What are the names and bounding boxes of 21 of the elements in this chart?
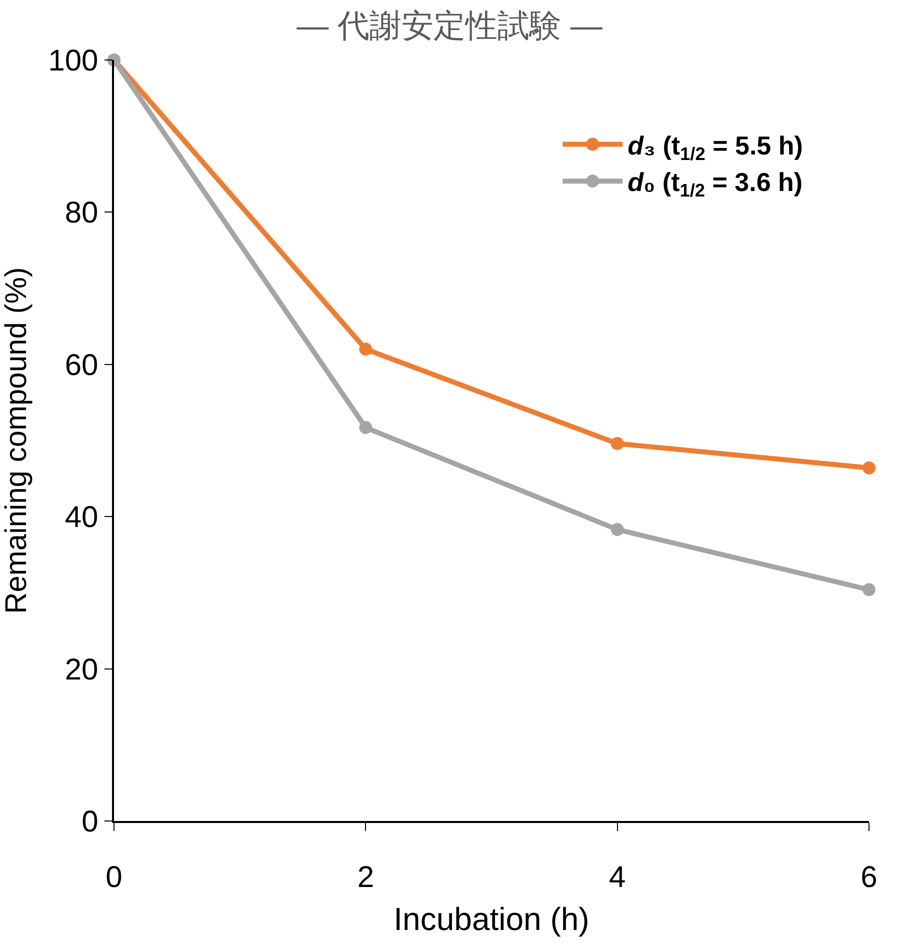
x-tick-label: 4 <box>608 860 626 894</box>
y-axis-title: Remaining compound (%) <box>0 267 33 614</box>
y-tick-label: 0 <box>82 806 98 838</box>
x-axis-title: Incubation (h) <box>394 901 590 938</box>
y-tick-label: 20 <box>64 653 98 686</box>
y-tick-label: 60 <box>64 348 98 382</box>
point <box>862 583 876 596</box>
chart-title: — 代謝安定性試験 — <box>296 8 602 44</box>
legend-label: d₃ (t$_{1/2}$ = 5.5 h) <box>628 130 803 164</box>
x-tick-label: 2 <box>357 860 374 894</box>
x-tick-label: 6 <box>860 860 878 894</box>
point <box>862 461 876 474</box>
y-tick-label: 100 <box>48 44 98 78</box>
point <box>610 523 624 536</box>
point <box>610 437 624 450</box>
point <box>359 421 372 434</box>
y-tick-label: 40 <box>64 501 98 534</box>
legend-label: d₀ (t$_{1/2}$ = 3.6 h) <box>628 167 803 201</box>
point <box>359 342 372 356</box>
x-tick-label: 0 <box>106 860 122 894</box>
y-tick-label: 80 <box>64 196 98 230</box>
